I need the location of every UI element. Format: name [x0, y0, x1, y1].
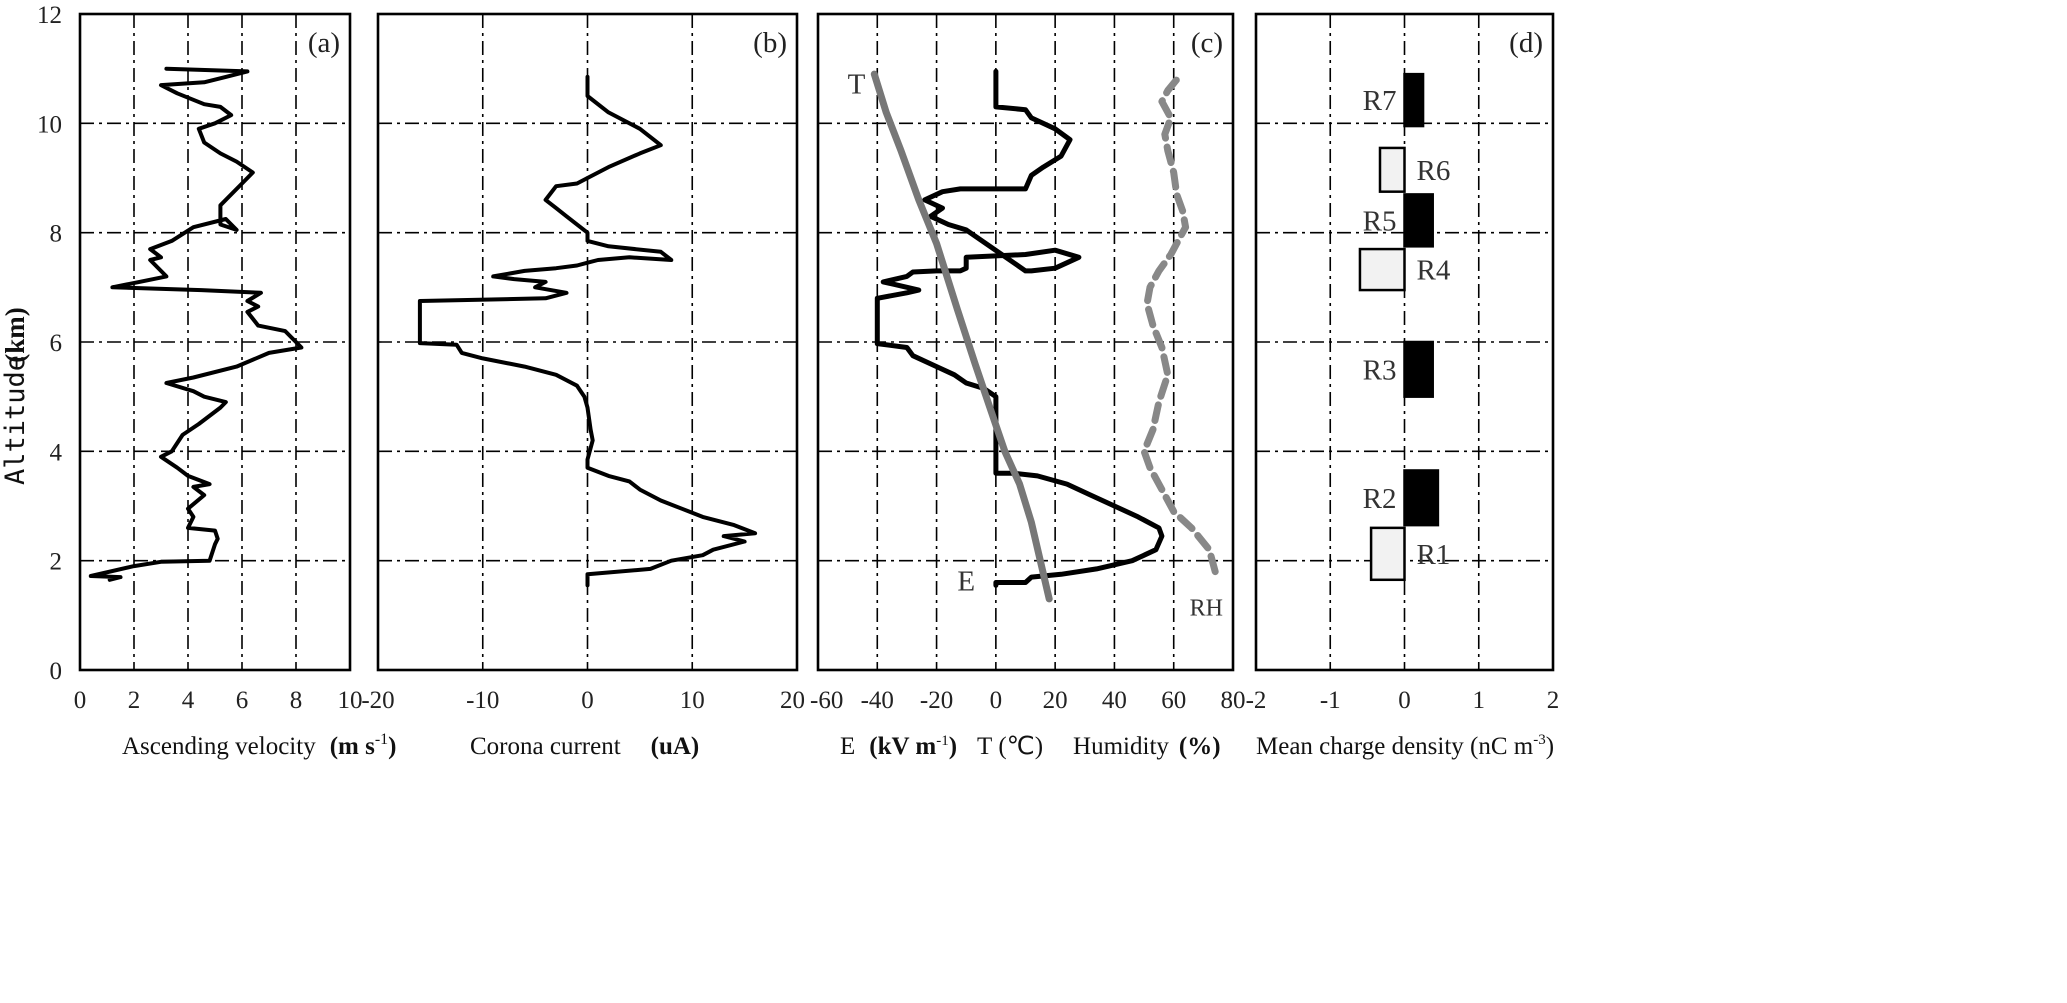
x-axis-unit: (m s — [330, 733, 375, 760]
region-label: R4 — [1417, 255, 1451, 287]
panel-tag: (d) — [1509, 27, 1543, 59]
charge-bar-r4 — [1358, 247, 1406, 292]
panel-a: 0 2 4 6 8 10 (a) Ascending velocity (m s-1) — [74, 12, 397, 760]
x-axis-title: Ascending velocity — [122, 733, 316, 760]
x-tick-label: 2 — [128, 687, 141, 714]
x-axis-unit: (uA) — [651, 733, 700, 760]
t-label: T — [977, 733, 992, 760]
t-unit: ) — [1035, 733, 1043, 760]
charge-bar-r3 — [1403, 340, 1434, 398]
x-axis-unit-exponent: -1 — [375, 731, 388, 748]
humidity-unit: (%) — [1179, 733, 1221, 760]
x-tick-label: 0 — [1398, 687, 1411, 714]
panel-d: -2 -1 0 1 2 R1 R2 R3 R4 R5 R6 R7 (d) Mean charge dens… — [1246, 12, 1560, 760]
x-axis-label: Ascending velocity (m s-1) — [122, 731, 397, 760]
x-axis-title: Corona current — [470, 733, 621, 760]
series-line — [88, 66, 304, 582]
plot-frame — [376, 12, 799, 672]
region-label: R3 — [1363, 354, 1397, 386]
x-tick-label: -2 — [1246, 687, 1267, 714]
x-axis-unit-exponent: -3 — [1533, 732, 1546, 748]
x-axis-unit: ) — [1546, 733, 1554, 760]
x-tick-label: 0 — [581, 687, 594, 714]
e-unit-exponent: -1 — [936, 733, 949, 749]
charge-bar-r7 — [1403, 72, 1425, 128]
region-label: R5 — [1363, 205, 1397, 237]
x-tick-label: 20 — [1043, 687, 1068, 714]
x-axis-label: E (kV m-1) T (℃) Humidity (%) — [840, 733, 1221, 760]
y-tick-label: 6 — [50, 330, 63, 357]
y-axis: 0 2 4 6 8 10 12 — [37, 2, 63, 685]
x-tick-label: -60 — [810, 687, 843, 714]
y-tick-label: 10 — [37, 111, 62, 138]
charge-bar-r5 — [1403, 193, 1434, 248]
x-tick-label: 10 — [680, 687, 705, 714]
x-tick-label: 0 — [74, 687, 87, 714]
x-tick-label: -1 — [1320, 687, 1341, 714]
y-tick-label: 2 — [50, 549, 63, 576]
region-label: R6 — [1417, 155, 1451, 187]
e-unit: (kV m — [869, 733, 936, 760]
x-tick-label: 1 — [1473, 687, 1486, 714]
y-axis-unit: (km) — [0, 307, 30, 363]
region-label: R2 — [1363, 483, 1397, 515]
x-tick-label: 80 — [1221, 687, 1246, 714]
x-tick-label: -10 — [466, 687, 499, 714]
panel-tag: (c) — [1191, 27, 1223, 59]
plot-frame — [78, 12, 352, 672]
humidity-series-line — [1140, 76, 1219, 576]
region-label: R1 — [1417, 539, 1451, 571]
panel-b: -20 -10 0 10 20 (b) Corona current (uA) — [361, 12, 805, 760]
x-tick-label: 8 — [290, 687, 303, 714]
e-label: E — [840, 733, 855, 760]
y-axis-label: Altitude — [0, 355, 31, 485]
series-annotation: E — [957, 566, 975, 598]
x-tick-label: 2 — [1547, 687, 1560, 714]
y-tick-label: 12 — [37, 2, 62, 29]
panel-tag: (a) — [308, 27, 340, 59]
x-axis-title: Mean charge density (nC m — [1256, 733, 1534, 760]
x-axis-unit: ) — [388, 733, 396, 760]
y-tick-label: 8 — [50, 221, 63, 248]
x-tick-label: 4 — [182, 687, 195, 714]
x-axis-label: Mean charge density (nC m-3) — [1256, 732, 1554, 760]
x-tick-label: 20 — [780, 687, 805, 714]
x-tick-label: 0 — [990, 687, 1003, 714]
t-unit: (℃ — [998, 733, 1034, 760]
x-tick-label: -40 — [861, 687, 894, 714]
x-tick-label: 6 — [236, 687, 249, 714]
charge-bar-r1 — [1369, 526, 1406, 582]
charge-bar-r6 — [1378, 146, 1406, 193]
x-tick-label: -20 — [920, 687, 953, 714]
plot-frame — [816, 12, 1235, 672]
temperature-series-line — [870, 70, 1053, 603]
y-tick-label: 4 — [50, 439, 63, 466]
humidity-label: Humidity — [1073, 733, 1169, 760]
e-unit: ) — [949, 733, 957, 760]
x-tick-label: 60 — [1161, 687, 1186, 714]
y-tick-label: 0 — [50, 658, 63, 685]
series-annotation: RH — [1190, 595, 1223, 621]
x-tick-label: 10 — [338, 687, 363, 714]
charge-bar-r2 — [1403, 469, 1440, 527]
region-label: R7 — [1363, 85, 1397, 117]
x-tick-label: 40 — [1102, 687, 1127, 714]
series-line — [417, 74, 758, 588]
plot-frame — [1254, 12, 1555, 672]
x-tick-label: -20 — [361, 687, 394, 714]
e-field-series-line — [874, 68, 1165, 588]
series-annotation: T — [848, 68, 866, 100]
x-axis-label: Corona current (uA) — [470, 733, 699, 760]
panel-tag: (b) — [753, 27, 787, 59]
